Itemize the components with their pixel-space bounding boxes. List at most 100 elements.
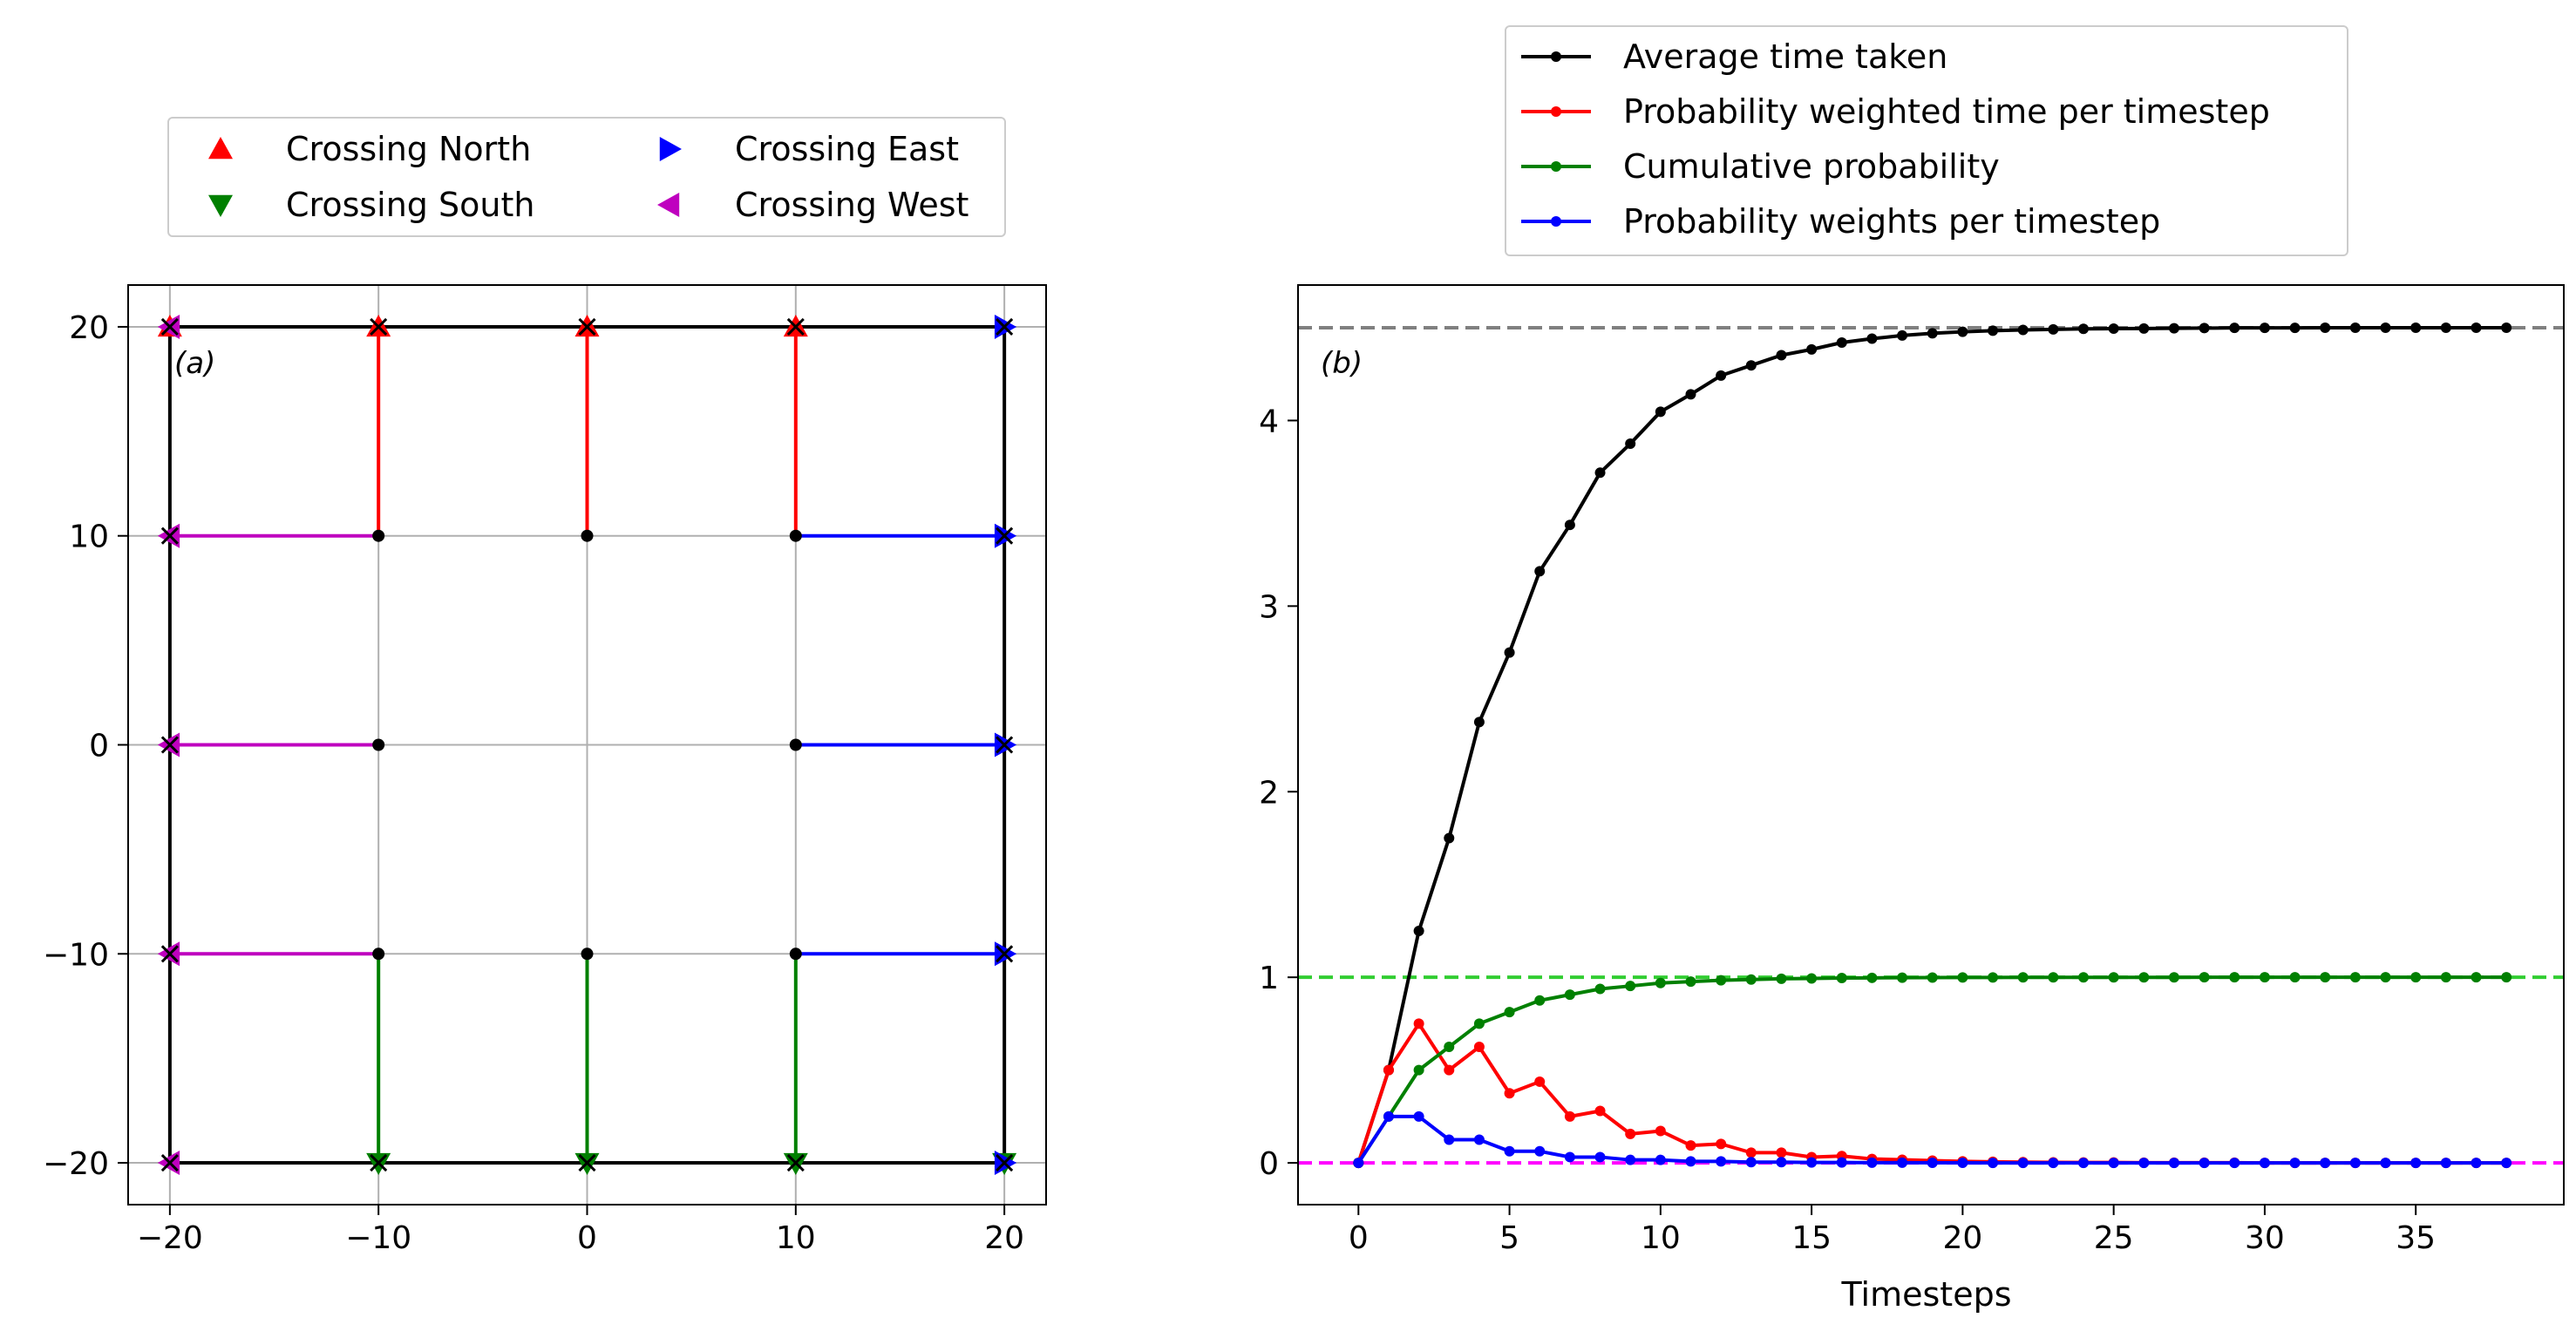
- series-point-average-time-taken: [2380, 322, 2391, 333]
- panel-a: −20 −10 0 10 20 −20 −10 0 10 20 (a) Crossing Nor…: [43, 117, 1047, 1256]
- panel-a-markers: [157, 314, 1017, 1176]
- series-point-probability-weights-per-timestep: [1444, 1134, 1455, 1145]
- series-point-probability-weights-per-timestep: [2199, 1158, 2210, 1169]
- series-point-cumulative-probability: [1836, 973, 1847, 984]
- series-point-cumulative-probability: [2078, 972, 2090, 983]
- series-point-probability-weights-per-timestep: [1836, 1157, 1847, 1168]
- series-point-probability-weights-per-timestep: [2440, 1158, 2451, 1169]
- y-tick-label: 0: [1259, 1146, 1279, 1182]
- series-point-probability-weighted-time-per-timestep: [1534, 1076, 1546, 1087]
- y-tick-label: 20: [69, 310, 109, 346]
- series-point-cumulative-probability: [1534, 995, 1546, 1006]
- series-point-cumulative-probability: [1625, 981, 1636, 992]
- series-point-probability-weights-per-timestep: [2289, 1158, 2301, 1169]
- end-point-x: [786, 317, 805, 336]
- series-point-probability-weights-per-timestep: [2320, 1158, 2331, 1169]
- panel-b: 0 5 10 15 20 25 30 35 0 1 2 3 4 (b) Timesteps Avera…: [1259, 25, 2565, 1314]
- series-point-average-time-taken: [1776, 350, 1787, 361]
- series-point-probability-weights-per-timestep: [1776, 1157, 1787, 1168]
- series-point-probability-weighted-time-per-timestep: [1625, 1128, 1636, 1139]
- panel-a-crossing-paths: [169, 326, 1005, 1164]
- end-point-x: [996, 736, 1014, 754]
- legend-marker-cumulative-probability: [1551, 161, 1561, 172]
- y-tick-label: 1: [1259, 961, 1279, 996]
- series-point-probability-weights-per-timestep: [2138, 1158, 2150, 1169]
- series-point-probability-weights-per-timestep: [2108, 1158, 2119, 1169]
- series-point-probability-weights-per-timestep: [1685, 1156, 1696, 1167]
- y-tick-label: 2: [1259, 775, 1279, 811]
- panel-b-legend: Average time taken Probability weighted t…: [1505, 25, 2348, 256]
- panel-b-series: [1353, 322, 2512, 1169]
- y-tick-label: 4: [1259, 404, 1279, 439]
- series-point-cumulative-probability: [2349, 972, 2361, 983]
- series-point-probability-weights-per-timestep: [1866, 1157, 1878, 1168]
- start-point: [372, 529, 385, 542]
- legend-label-crossing-north: Crossing North: [286, 130, 531, 168]
- y-tick-label: 10: [69, 520, 109, 555]
- legend-marker-crossing-east: [659, 137, 682, 161]
- series-point-cumulative-probability: [2259, 972, 2270, 983]
- series-point-average-time-taken: [1957, 326, 1968, 337]
- x-tick-label: 10: [776, 1220, 816, 1256]
- series-point-cumulative-probability: [2138, 972, 2150, 983]
- series-point-average-time-taken: [2138, 323, 2150, 334]
- panel-b-reference-lines: [1298, 325, 2564, 1165]
- series-point-average-time-taken: [2259, 323, 2270, 334]
- end-point-x: [996, 945, 1014, 963]
- series-point-cumulative-probability: [1866, 972, 1878, 983]
- series-point-cumulative-probability: [1655, 977, 1666, 988]
- series-point-probability-weighted-time-per-timestep: [1745, 1147, 1757, 1158]
- series-point-average-time-taken: [1897, 329, 1908, 341]
- panel-a-legend-items: Crossing North Crossing South Crossing Eas…: [208, 130, 969, 224]
- start-point: [581, 529, 594, 542]
- series-point-probability-weights-per-timestep: [1927, 1157, 1938, 1168]
- series-point-probability-weights-per-timestep: [1957, 1157, 1968, 1168]
- start-point: [372, 738, 385, 751]
- x-tick-label: 5: [1499, 1220, 1519, 1256]
- y-tick-label: −10: [43, 937, 109, 973]
- series-point-average-time-taken: [1685, 389, 1696, 400]
- series-point-probability-weights-per-timestep: [2349, 1158, 2361, 1169]
- series-point-cumulative-probability: [2229, 972, 2240, 983]
- legend-label-crossing-west: Crossing West: [735, 186, 969, 224]
- panel-b-frame: [1297, 284, 2565, 1206]
- end-point-x: [370, 317, 388, 336]
- series-point-probability-weighted-time-per-timestep: [1716, 1138, 1727, 1150]
- series-point-cumulative-probability: [1988, 972, 1999, 983]
- series-point-probability-weights-per-timestep: [1806, 1157, 1818, 1168]
- series-point-cumulative-probability: [2320, 972, 2331, 983]
- series-point-average-time-taken: [2320, 322, 2331, 333]
- series-point-cumulative-probability: [2289, 972, 2301, 983]
- series-point-probability-weighted-time-per-timestep: [1473, 1042, 1485, 1053]
- series-point-probability-weights-per-timestep: [2017, 1158, 2029, 1169]
- series-point-average-time-taken: [1473, 717, 1485, 728]
- panel-b-legend-items: Average time taken Probability weighted t…: [1521, 37, 2270, 241]
- y-tick-label: 3: [1259, 589, 1279, 625]
- legend-marker-crossing-west: [657, 193, 680, 217]
- y-tick-label: 0: [89, 729, 109, 764]
- series-point-average-time-taken: [1836, 337, 1847, 349]
- series-point-cumulative-probability: [2199, 972, 2210, 983]
- series-point-average-time-taken: [2229, 323, 2240, 334]
- series-point-average-time-taken: [2440, 322, 2451, 333]
- legend-marker-probability-weights-per-timestep: [1551, 216, 1561, 227]
- start-point: [789, 947, 802, 961]
- series-point-probability-weighted-time-per-timestep: [1594, 1105, 1606, 1117]
- x-tick-label: 35: [2396, 1220, 2436, 1256]
- series-point-cumulative-probability: [2048, 972, 2059, 983]
- series-point-probability-weights-per-timestep: [1655, 1154, 1666, 1165]
- series-point-average-time-taken: [2078, 323, 2090, 335]
- series-point-average-time-taken: [2501, 322, 2512, 333]
- panel-b-y-ticks: 0 1 2 3 4: [1259, 404, 1298, 1182]
- series-point-cumulative-probability: [1957, 972, 1968, 983]
- series-point-probability-weighted-time-per-timestep: [1776, 1147, 1787, 1158]
- series-point-cumulative-probability: [1927, 972, 1938, 983]
- series-point-average-time-taken: [1716, 370, 1727, 381]
- end-point-x: [996, 317, 1014, 336]
- end-point-x: [160, 736, 179, 754]
- series-point-cumulative-probability: [1413, 1064, 1424, 1076]
- series-point-average-time-taken: [1806, 343, 1818, 355]
- series-point-average-time-taken: [1504, 647, 1515, 658]
- series-point-probability-weights-per-timestep: [2259, 1158, 2270, 1169]
- x-tick-label: 20: [984, 1220, 1024, 1256]
